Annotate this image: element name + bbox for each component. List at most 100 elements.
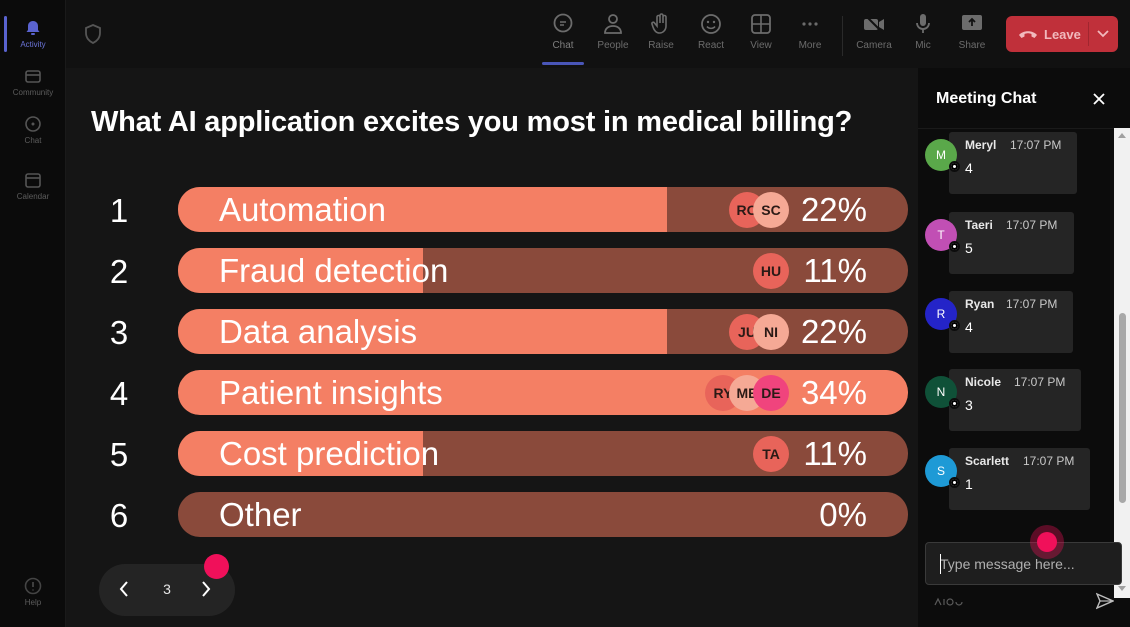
rail-label: Calendar [16,192,50,201]
option-bar-fill [178,309,668,354]
sender-avatar[interactable]: N [925,376,960,409]
phone-hangup-icon [1019,31,1037,38]
rail-label: Chat [24,136,42,145]
format-tools-icon[interactable] [934,597,994,607]
camera-button[interactable]: Camera [851,8,897,64]
option-label: Automation [219,191,386,228]
option-number: 6 [109,497,129,534]
option-percent: 34% [800,374,867,411]
grid-view-icon [751,14,771,34]
left-rail: Activity Community Chat Calendar Help [0,0,66,627]
message-time: 17:07 PM [1014,375,1066,389]
avatar-initial: R [936,307,946,321]
voter-avatars: HU [178,253,908,289]
mic-button[interactable]: Mic [900,8,946,64]
close-icon[interactable] [1092,92,1106,106]
rail-item-activity[interactable]: Activity [0,8,66,60]
chevron-right-icon[interactable] [199,578,213,600]
leave-button[interactable]: Leave [1006,16,1118,52]
chevron-down-icon[interactable] [1096,28,1110,40]
share-button[interactable]: Share [949,8,995,64]
sender-avatar[interactable]: S [925,455,960,488]
rail-item-community[interactable]: Community [0,56,66,108]
option-percent: 22% [800,313,867,350]
bell-icon [26,21,40,35]
send-icon[interactable] [1096,592,1114,610]
leave-button-label: Leave [1044,26,1081,42]
chat-message[interactable]: Taeri 17:07 PM 5 [949,212,1074,274]
chat-message[interactable]: Meryl 17:07 PM 4 [949,132,1077,194]
voter-avatars: JU NI [178,314,908,350]
option-label: Cost prediction [219,435,440,472]
react-button-label: React [697,40,725,51]
poll-question: What AI application excites you most in … [91,106,853,138]
community-icon [25,70,41,83]
sender-avatar[interactable]: M [925,139,960,172]
chat-message[interactable]: Ryan 17:07 PM 4 [949,291,1073,353]
option-number: 3 [109,314,129,351]
more-button[interactable]: More [787,8,833,64]
presence-status-icon [949,241,960,252]
chevron-left-icon[interactable] [117,578,131,600]
avatar-initial: T [937,228,945,242]
option-percent: 22% [800,191,867,228]
chat-message-input[interactable] [925,542,1122,585]
mic-button-label: Mic [915,40,931,51]
view-button-label: View [750,40,772,51]
react-button[interactable]: React [688,8,734,64]
message-text: 4 [965,319,973,335]
chat-button[interactable]: Chat [540,8,586,65]
scroll-down-arrow-icon[interactable] [1118,586,1126,592]
scroll-thumb[interactable] [1119,313,1126,503]
rail-item-chat[interactable]: Chat [0,104,66,156]
scroll-up-arrow-icon[interactable] [1118,132,1126,138]
message-sender: Ryan [965,297,995,311]
poll-option-row: 3 Data analysis JU NI 22% [66,309,918,354]
option-label: Data analysis [219,313,418,350]
pointer-indicator [1037,532,1057,552]
message-text: 5 [965,240,973,256]
voter-avatar: DE [753,375,789,411]
smiley-icon [701,14,721,34]
people-button-label: People [597,40,629,51]
people-button[interactable]: People [590,8,636,64]
people-icon [604,14,622,34]
toolbar-divider [842,16,843,56]
rail-label: Activity [20,40,46,49]
raise-hand-label: Raise [648,40,674,51]
rail-item-calendar[interactable]: Calendar [0,160,66,212]
voter-avatar: NI [753,314,789,350]
sender-avatar[interactable]: T [925,219,960,252]
help-icon [24,577,42,595]
message-sender: Taeri [965,218,993,232]
rail-item-help[interactable]: Help [0,566,66,618]
sender-avatar[interactable]: R [925,298,960,331]
shield-icon [85,24,101,44]
chat-message[interactable]: Nicole 17:07 PM 3 [949,369,1081,431]
chat-title: Meeting Chat [936,90,1037,107]
view-button[interactable]: View [738,8,784,64]
poll-option-row: 2 Fraud detection HU 11% [66,248,918,293]
presence-status-icon [949,477,960,488]
chat-message-list[interactable]: Meryl 17:07 PM 4 M Taeri 17:07 PM 5 T Ryan 17:07 … [918,128,1114,598]
voter-avatars: RO SC [178,192,908,228]
chat-button-label: Chat [552,40,574,51]
message-text: 4 [965,160,973,176]
chat-scrollbar[interactable] [1114,128,1130,598]
leave-divider [1088,22,1089,46]
poll-option-row: 1 Automation RO SC 22% [66,187,918,232]
avatar-initial: M [936,148,946,162]
voter-avatars: TA [178,436,908,472]
option-percent: 11% [803,252,867,289]
voter-avatar: TA [753,436,789,472]
option-bar: Other 0% [178,492,908,537]
raise-hand-button[interactable]: Raise [638,8,684,64]
camera-icon [864,14,884,34]
message-sender: Nicole [965,375,1002,389]
message-text: 1 [965,476,973,492]
option-percent: 0% [819,496,867,533]
chat-message[interactable]: Scarlett 17:07 PM 1 [949,448,1090,510]
hand-icon [651,13,667,34]
page-number: 3 [163,581,171,597]
avatar-initial: N [936,385,946,399]
